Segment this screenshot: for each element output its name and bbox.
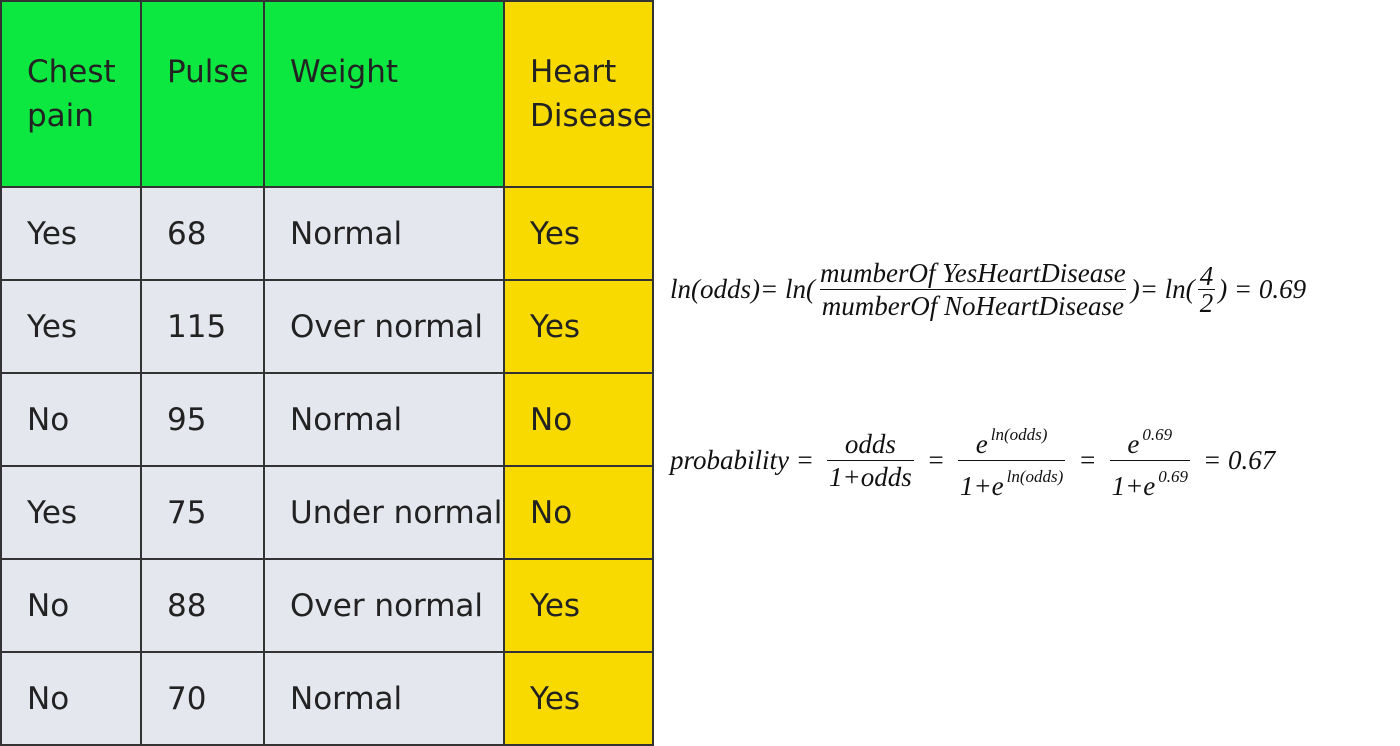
numerator: odds <box>844 429 896 459</box>
cell-chest-pain: No <box>0 372 142 467</box>
odds-fraction: odds 1+odds <box>826 429 914 492</box>
log-odds-result: ) = 0.69 <box>1218 274 1307 304</box>
cell-pulse: 95 <box>140 372 265 467</box>
log-odds-lhs: ln(odds)= ln( <box>670 274 815 304</box>
cell-weight: Normal <box>263 651 505 746</box>
denominator: 1+e 0.69 <box>1109 460 1191 501</box>
heart-disease-table: Chest pain Pulse Weight Heart Disease Yes … <box>0 0 654 746</box>
cell-heart-disease: Yes <box>503 558 654 653</box>
probability-lhs: probability = <box>670 445 814 475</box>
cell-pulse: 75 <box>140 465 265 560</box>
cell-chest-pain: Yes <box>0 465 142 560</box>
cell-chest-pain: No <box>0 651 142 746</box>
table-row: No 70 Normal Yes <box>0 651 654 746</box>
cell-weight: Normal <box>263 186 505 281</box>
numerator: e 0.69 <box>1127 425 1173 459</box>
numeric-exp-fraction: e 0.69 1+e 0.69 <box>1109 420 1191 501</box>
cell-pulse: 70 <box>140 651 265 746</box>
cell-heart-disease: Yes <box>503 186 654 281</box>
header-chest-pain: Chest pain <box>0 0 142 188</box>
table-row: Yes 115 Over normal Yes <box>0 279 654 374</box>
cell-chest-pain: No <box>0 558 142 653</box>
header-weight: Weight <box>263 0 505 188</box>
cell-heart-disease: No <box>503 372 654 467</box>
header-heart-disease: Heart Disease <box>503 0 654 188</box>
table-row: Yes 68 Normal Yes <box>0 186 654 281</box>
table-row: Yes 75 Under normal No <box>0 465 654 560</box>
cell-weight: Over normal <box>263 279 505 374</box>
cell-weight: Normal <box>263 372 505 467</box>
denominator: 2 <box>1197 288 1216 318</box>
cell-heart-disease: Yes <box>503 651 654 746</box>
cell-pulse: 88 <box>140 558 265 653</box>
numerator: 4 <box>1199 261 1214 291</box>
numerator: mumberOf YesHeartDisease <box>819 258 1126 288</box>
cell-weight: Over normal <box>263 558 505 653</box>
numerator: e ln(odds) <box>975 425 1048 459</box>
table-row: No 95 Normal No <box>0 372 654 467</box>
cell-heart-disease: Yes <box>503 279 654 374</box>
count-ratio-fraction: mumberOf YesHeartDisease mumberOf NoHear… <box>818 258 1128 321</box>
cell-pulse: 115 <box>140 279 265 374</box>
probability-formula: probability = odds 1+odds = e ln(odds) 1+… <box>670 420 1275 501</box>
log-odds-mid: )= ln( <box>1130 274 1195 304</box>
probability-result: = 0.67 <box>1203 445 1276 475</box>
cell-weight: Under normal <box>263 465 505 560</box>
log-odds-formula: ln(odds)= ln( mumberOf YesHeartDisease m… <box>670 258 1306 321</box>
numeric-ratio-fraction: 4 2 <box>1197 261 1216 318</box>
equals-sign: = <box>926 445 945 475</box>
cell-chest-pain: Yes <box>0 186 142 281</box>
denominator: mumberOf NoHeartDisease <box>819 289 1126 321</box>
denominator: 1+odds <box>826 460 914 492</box>
header-pulse: Pulse <box>140 0 265 188</box>
denominator: 1+e ln(odds) <box>957 460 1066 501</box>
exp-fraction: e ln(odds) 1+e ln(odds) <box>957 420 1066 501</box>
equals-sign: = <box>1078 445 1097 475</box>
cell-pulse: 68 <box>140 186 265 281</box>
table-row: No 88 Over normal Yes <box>0 558 654 653</box>
cell-chest-pain: Yes <box>0 279 142 374</box>
cell-heart-disease: No <box>503 465 654 560</box>
header-row: Chest pain Pulse Weight Heart Disease <box>0 0 654 188</box>
